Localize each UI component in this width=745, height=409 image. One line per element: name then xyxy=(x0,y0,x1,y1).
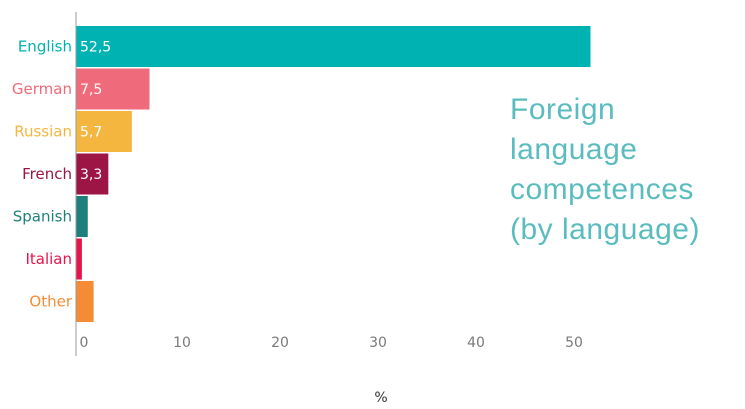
x-tick-20: 20 xyxy=(271,335,289,351)
chart-title: Foreign language competences (by languag… xyxy=(510,90,745,250)
category-label-french: French xyxy=(22,165,72,183)
x-tick-10: 10 xyxy=(173,335,191,351)
bar-french xyxy=(76,153,109,195)
category-labels: English German Russian French Spanish Italian… xyxy=(12,38,73,311)
value-labels: 52,5 7,5 5,7 3,3 xyxy=(80,40,111,184)
category-label-spanish: Spanish xyxy=(13,208,72,226)
x-tick-50: 50 xyxy=(565,335,583,351)
category-label-other: Other xyxy=(29,293,72,311)
title-line-3: competences xyxy=(510,173,694,206)
value-label-german: 7,5 xyxy=(80,82,102,98)
x-axis-title: % xyxy=(374,390,387,406)
x-tick-0: 0 xyxy=(80,335,89,351)
x-axis-ticks: 0 10 20 30 40 50 xyxy=(80,335,583,351)
bars-group xyxy=(76,26,591,322)
bar-german xyxy=(76,68,150,110)
category-label-italian: Italian xyxy=(25,250,72,268)
bar-other xyxy=(76,281,94,322)
bar-spanish xyxy=(76,196,88,237)
value-label-russian: 5,7 xyxy=(80,125,102,141)
title-line-1: Foreign xyxy=(510,93,616,126)
bar-russian xyxy=(76,111,132,152)
x-tick-40: 40 xyxy=(467,335,485,351)
category-label-russian: Russian xyxy=(14,123,72,141)
bar-italian xyxy=(76,238,82,280)
x-tick-30: 30 xyxy=(369,335,387,351)
title-line-2: language xyxy=(510,133,638,166)
bar-english xyxy=(76,26,591,67)
value-label-french: 3,3 xyxy=(80,167,102,183)
category-label-english: English xyxy=(18,38,72,56)
category-label-german: German xyxy=(12,80,72,98)
title-line-4: (by language) xyxy=(510,213,700,246)
value-label-english: 52,5 xyxy=(80,40,111,56)
